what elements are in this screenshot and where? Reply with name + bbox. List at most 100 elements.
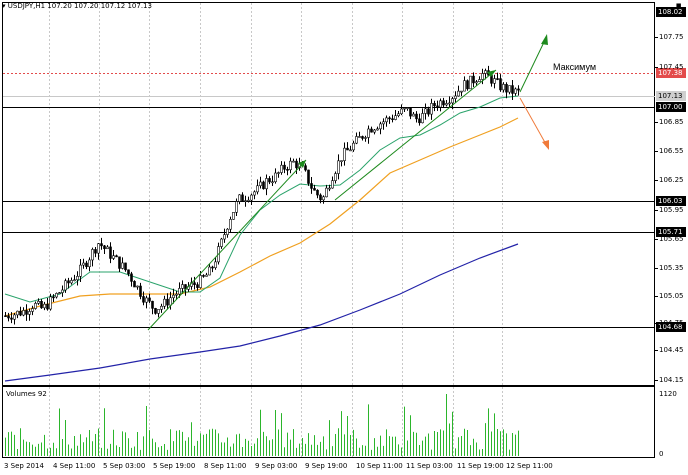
- candle-body: [70, 280, 73, 284]
- candle-body: [232, 212, 235, 220]
- candle-body: [46, 303, 49, 310]
- x-tick-label: 11 Sep 03:00: [406, 462, 453, 470]
- candle-body: [163, 298, 166, 307]
- candle-body: [274, 172, 277, 183]
- candle-body: [136, 285, 139, 288]
- candle-body: [205, 274, 208, 277]
- candle-body: [157, 309, 160, 314]
- candle-body: [370, 128, 373, 133]
- candle-body: [277, 172, 280, 174]
- candle-body: [76, 276, 79, 281]
- candle-body: [64, 280, 67, 291]
- x-tick-label: 3 Sep 2014: [4, 462, 44, 470]
- candle-body: [133, 281, 136, 288]
- volume-frame: [2, 386, 655, 458]
- x-tick-label: 11 Sep 19:00: [457, 462, 504, 470]
- candle-body: [235, 201, 238, 213]
- candle-body: [388, 117, 391, 120]
- y-tick-label: 104.15: [659, 376, 684, 384]
- candle-body: [514, 88, 517, 94]
- candle-body: [55, 293, 58, 298]
- candle-body: [175, 293, 178, 296]
- candlesticks: [4, 65, 520, 325]
- candle-body: [34, 303, 37, 309]
- candle-body: [169, 297, 172, 306]
- candle-body: [400, 108, 403, 115]
- expand-icon[interactable]: ▾: [2, 2, 6, 10]
- candle-body: [229, 219, 232, 230]
- candle-body: [265, 178, 268, 190]
- candle-body: [385, 117, 388, 123]
- candle-body: [142, 296, 145, 303]
- candle-body: [436, 105, 439, 108]
- candle-body: [310, 183, 313, 189]
- candle-body: [472, 75, 475, 84]
- candle-body: [367, 128, 370, 138]
- candle-body: [295, 160, 298, 169]
- candle-body: [139, 285, 142, 297]
- candle-body: [505, 84, 508, 93]
- candle-body: [397, 113, 400, 116]
- ma-slow-line: [4, 243, 519, 382]
- candle-body: [52, 296, 55, 299]
- candle-body: [319, 194, 322, 201]
- volume-bars: [5, 394, 519, 456]
- candle-body: [409, 107, 412, 117]
- candle-body: [508, 85, 511, 93]
- candle-body: [469, 75, 472, 90]
- candle-body: [181, 284, 184, 289]
- x-tick-label: 9 Sep 19:00: [305, 462, 348, 470]
- candle-body: [511, 85, 514, 94]
- candle-body: [166, 298, 169, 306]
- candle-body: [148, 297, 151, 302]
- candle-body: [109, 246, 112, 259]
- arrow-up-line: [519, 37, 547, 93]
- volumes-label: Volumes 92: [6, 390, 47, 398]
- candle-body: [349, 149, 352, 152]
- candle-body: [271, 181, 274, 184]
- candle-body: [82, 262, 85, 266]
- candle-body: [10, 317, 13, 320]
- vertical-grid: [49, 3, 503, 457]
- candle-body: [106, 246, 109, 250]
- volume-axis-max: 1120: [659, 390, 677, 398]
- y-tick-label: 107.75: [659, 33, 684, 41]
- candle-body: [358, 136, 361, 138]
- candle-body: [250, 194, 253, 201]
- candle-body: [316, 189, 319, 196]
- candle-body: [223, 234, 226, 240]
- candle-body: [463, 80, 466, 92]
- candle-body: [283, 164, 286, 170]
- candle-body: [448, 102, 451, 105]
- candle-body: [424, 108, 427, 114]
- price-tag-104: 104.68: [656, 322, 686, 332]
- candle-body: [253, 191, 256, 196]
- candle-body: [430, 103, 433, 115]
- y-tick-label: 106.85: [659, 118, 684, 126]
- candle-body: [457, 90, 460, 97]
- candle-body: [67, 280, 70, 284]
- candle-body: [451, 98, 454, 104]
- candle-body: [445, 103, 448, 106]
- candle-body: [292, 160, 295, 163]
- candle-body: [37, 301, 40, 304]
- candle-body: [151, 300, 154, 309]
- candle-body: [475, 81, 478, 84]
- candle-body: [361, 136, 364, 139]
- candle-body: [454, 95, 457, 99]
- candle-body: [124, 262, 127, 271]
- chart-header: ▾ USDJPY,H1 107.20 107.20 107.12 107.13: [2, 2, 152, 10]
- candle-body: [379, 123, 382, 130]
- candle-body: [85, 262, 88, 268]
- candle-body: [214, 261, 217, 269]
- candle-body: [355, 136, 358, 144]
- candle-body: [43, 303, 46, 309]
- volume-axis-zero: 0: [659, 450, 664, 458]
- close-icon[interactable]: ▪: [675, 1, 682, 11]
- candle-body: [289, 160, 292, 171]
- candle-body: [376, 128, 379, 131]
- candle-body: [7, 315, 10, 319]
- x-tick-label: 9 Sep 03:00: [255, 462, 298, 470]
- candle-body: [118, 256, 121, 269]
